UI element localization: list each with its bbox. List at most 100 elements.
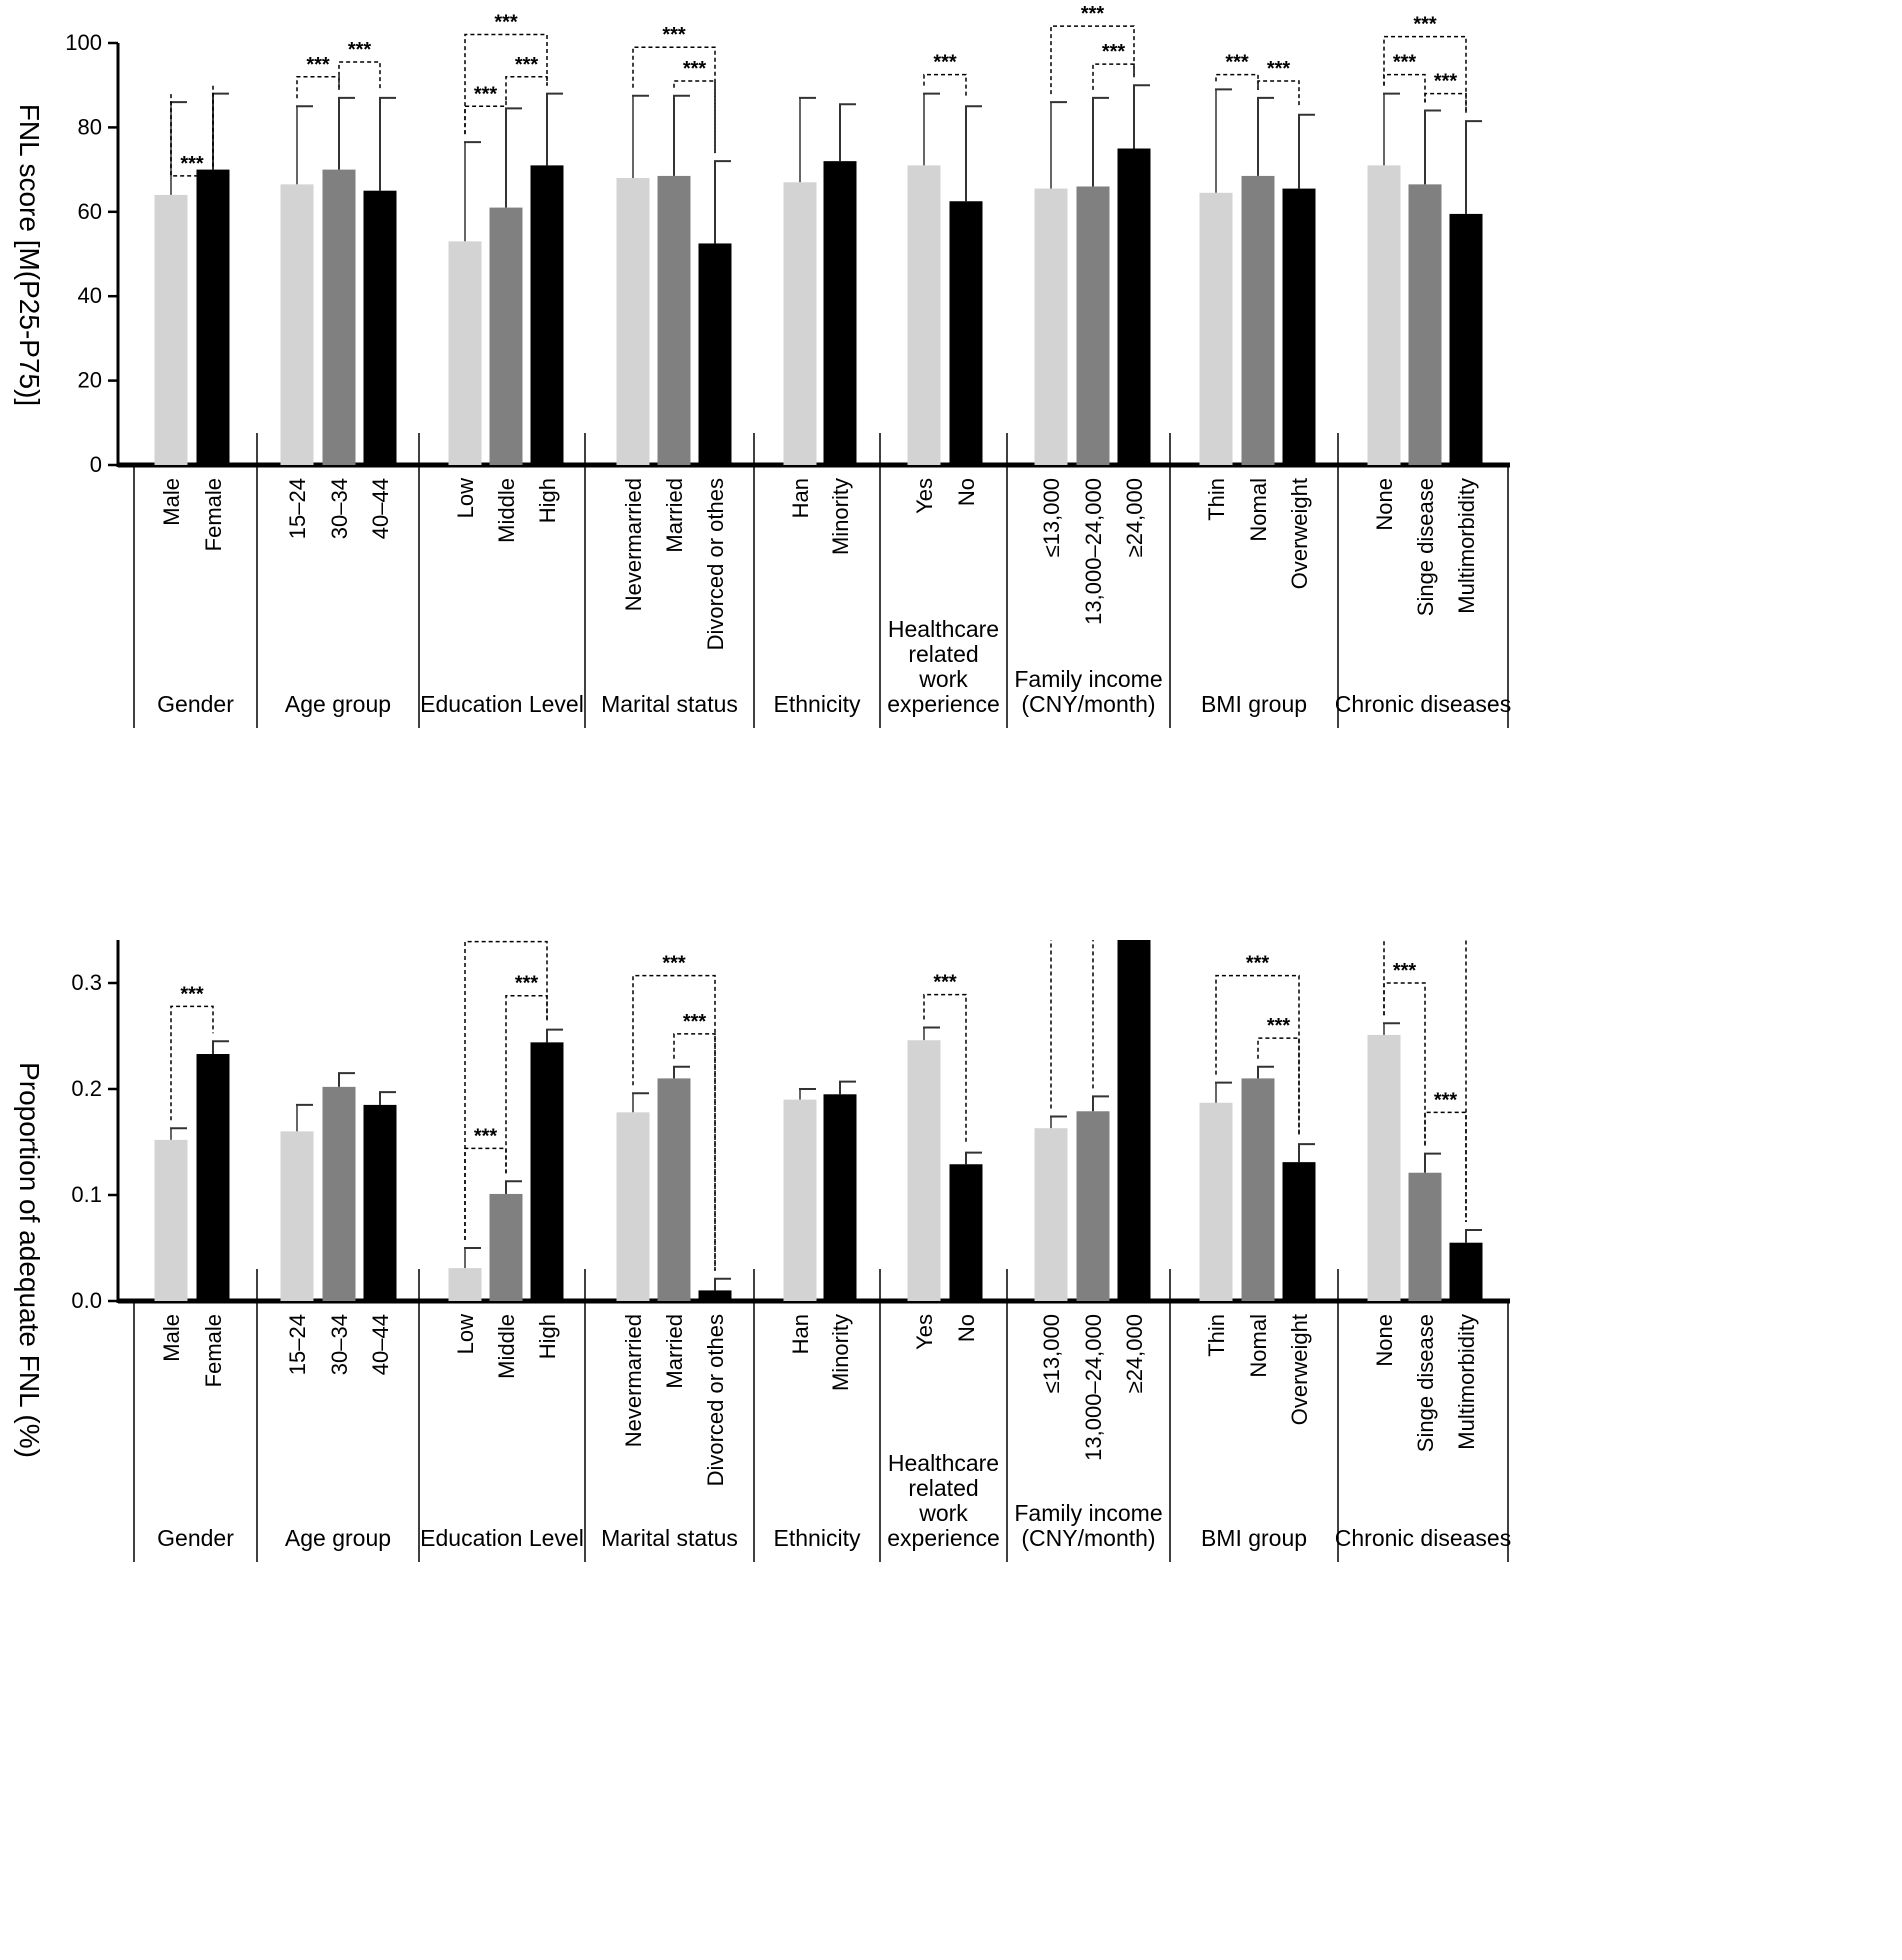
top-category-label: Nomal <box>1246 478 1271 542</box>
bottom-bar <box>1076 1111 1110 1301</box>
bottom-significance-bracket <box>923 993 967 1145</box>
top-bar <box>448 241 482 465</box>
top-bar <box>1408 184 1442 465</box>
top-significance-label: *** <box>180 153 204 175</box>
top-bar <box>363 190 397 465</box>
top-bar <box>1241 175 1275 465</box>
top-category-label: 30–34 <box>327 478 352 539</box>
bottom-significance-label: *** <box>474 1125 498 1147</box>
top-y-tick-label: 100 <box>65 30 102 55</box>
top-group-label-line: Age group <box>285 691 391 717</box>
bottom-bar <box>657 1078 691 1301</box>
top-significance-label: *** <box>515 54 539 76</box>
top-significance-bracket <box>1092 63 1135 90</box>
top-y-tick-label: 80 <box>78 114 102 139</box>
bottom-group-label-line: Healthcare <box>888 1450 999 1476</box>
bottom-bar <box>1449 1242 1483 1301</box>
top-bar <box>154 194 188 466</box>
bottom-group-label-line: Family income <box>1014 1500 1162 1526</box>
bottom-bar <box>1199 1102 1233 1301</box>
bottom-category-label: Low <box>453 1314 478 1354</box>
top-significance-bracket <box>1383 35 1467 114</box>
top-group-label-line: Education Level <box>420 691 584 717</box>
bottom-group-label: Ethnicity <box>774 1525 861 1551</box>
bottom-category-label: No <box>954 1314 979 1342</box>
top-bar <box>1199 192 1233 465</box>
bottom-significance-label: *** <box>515 973 539 995</box>
top-significance-bracket <box>673 80 716 154</box>
bottom-group-label-line: Marital status <box>601 1525 738 1551</box>
adequate-fnl-proportion-chart: 0.00.10.20.30.4Proportion of adequate FN… <box>14 940 1511 1562</box>
bottom-category-label: Male <box>159 1314 184 1362</box>
top-category-label: Overweight <box>1287 478 1312 589</box>
bottom-group-label: Education Level <box>420 1525 584 1551</box>
bottom-category-label: Minority <box>828 1314 853 1391</box>
bottom-y-tick-label: 0.0 <box>71 1288 102 1313</box>
top-category-label: Divorced or othes <box>703 478 728 650</box>
bottom-group-label-line: (CNY/month) <box>1021 1525 1155 1551</box>
top-significance-bracket <box>464 33 548 135</box>
top-category-label: None <box>1372 478 1397 531</box>
top-group-label: Education Level <box>420 691 584 717</box>
bottom-category-label: None <box>1372 1314 1397 1367</box>
bottom-category-label: Thin <box>1204 1314 1229 1357</box>
bottom-group-label: Chronic diseases <box>1335 1525 1511 1551</box>
bottom-bar <box>322 1086 356 1301</box>
bottom-significance-label: *** <box>1267 1015 1291 1037</box>
bottom-y-tick-label: 0.3 <box>71 970 102 995</box>
bottom-category-label: Overweight <box>1287 1314 1312 1425</box>
bottom-group-label-line: Gender <box>157 1525 234 1551</box>
top-bar <box>907 165 941 465</box>
bottom-bar <box>196 1054 230 1301</box>
bottom-group-label-line: BMI group <box>1201 1525 1307 1551</box>
top-bar <box>616 178 650 466</box>
top-significance-bracket <box>338 61 381 90</box>
bottom-bar <box>949 1164 983 1301</box>
bottom-bar <box>616 1112 650 1301</box>
top-bar <box>783 182 817 465</box>
top-significance-bracket <box>1383 73 1426 103</box>
bottom-significance-label: *** <box>494 940 518 941</box>
top-bar <box>489 207 523 465</box>
top-group-label: BMI group <box>1201 691 1307 717</box>
top-significance-label: *** <box>1413 14 1437 36</box>
top-significance-bracket <box>923 73 967 99</box>
bottom-group-label: Gender <box>157 1525 234 1551</box>
top-group-label-line: Healthcare <box>888 616 999 642</box>
top-y-axis-label: FNL score [M(P25-P75)] <box>14 104 45 406</box>
top-category-label: Singe disease <box>1413 478 1438 616</box>
top-category-label: Thin <box>1204 478 1229 521</box>
bottom-group-label: BMI group <box>1201 1525 1307 1551</box>
top-significance-label: *** <box>683 58 707 80</box>
top-group-label: Healthcare related work experience <box>887 616 1000 717</box>
top-significance-bracket <box>464 100 507 135</box>
top-category-label: Minority <box>828 478 853 555</box>
bottom-group-label-line: Chronic diseases <box>1335 1525 1511 1551</box>
bottom-group-label-line: experience <box>887 1525 1000 1551</box>
top-significance-bracket <box>505 76 548 101</box>
bottom-category-label: Multimorbidity <box>1454 1314 1479 1450</box>
bottom-group-label-line: related <box>908 1475 978 1501</box>
bottom-category-label: ≤13,000 <box>1039 1314 1064 1393</box>
top-significance-label: *** <box>474 83 498 105</box>
top-bar <box>1449 213 1483 465</box>
fnl-score-chart: 0 20 40 60 80 100 FNL score [M(P25-P75)] Male Fe… <box>14 3 1511 728</box>
top-significance-label: *** <box>1393 52 1417 74</box>
top-category-label: No <box>954 478 979 506</box>
bottom-bar <box>907 1040 941 1301</box>
top-group-label-line: BMI group <box>1201 691 1307 717</box>
top-group-label-line: Marital status <box>601 691 738 717</box>
top-group-label-line: related <box>908 641 978 667</box>
top-category-label: 40–44 <box>368 478 393 539</box>
bottom-group-label-line: work <box>918 1500 968 1526</box>
bottom-bar <box>1241 1078 1275 1301</box>
bottom-category-label: 13,000–24,000 <box>1081 1314 1106 1461</box>
bottom-category-label: Female <box>201 1314 226 1387</box>
top-bar <box>698 243 732 465</box>
bottom-bar <box>530 1042 564 1301</box>
bottom-bar <box>1117 940 1151 1301</box>
bottom-group-label: Marital status <box>601 1525 738 1551</box>
bottom-bar <box>448 1268 482 1301</box>
top-category-label: Female <box>201 478 226 551</box>
